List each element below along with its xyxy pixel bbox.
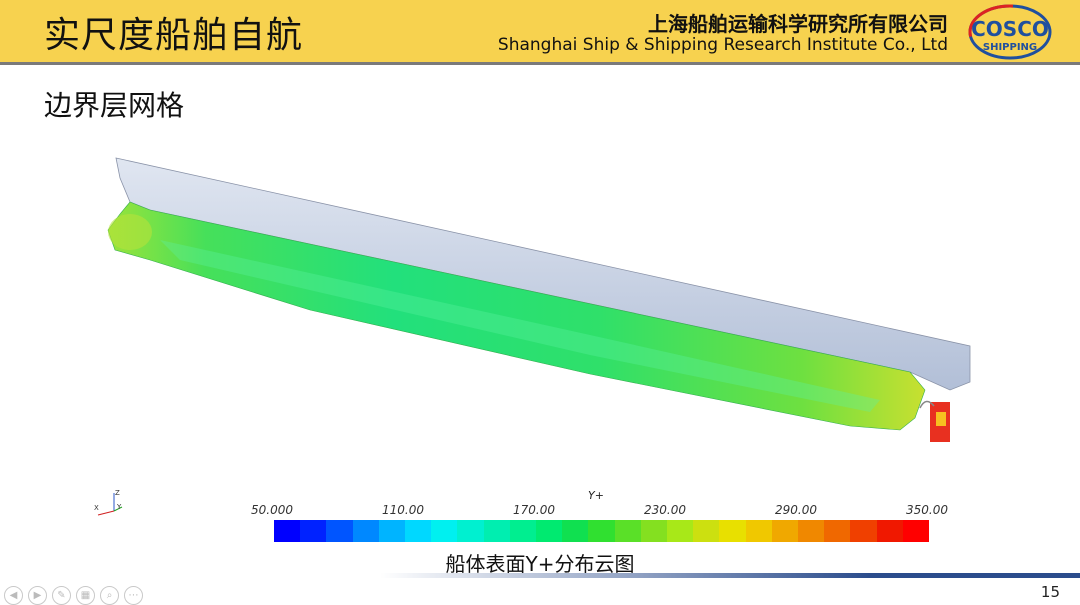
slide-title: 实尺度船舶自航 (44, 15, 304, 56)
svg-text:Z: Z (115, 489, 120, 497)
company-name-en: Shanghai Ship & Shipping Research Instit… (497, 35, 948, 55)
pen-tool-icon[interactable]: ✎ (52, 586, 71, 605)
colorbar-tick: 350.00 (906, 503, 948, 517)
colorbar-tick: 170.00 (513, 503, 555, 517)
svg-text:X: X (94, 504, 99, 512)
zoom-icon[interactable]: ⌕ (100, 586, 119, 605)
colorbar-variable-label: Y+ (588, 489, 604, 502)
colorbar-segment (300, 520, 327, 542)
section-title: 边界层网格 (44, 89, 185, 122)
cosco-shipping-logo: COSCO SHIPPING (968, 4, 1052, 60)
rudder-cutout (919, 400, 935, 409)
figure-caption: 船体表面Y+分布云图 (445, 552, 635, 576)
colorbar-segment (352, 520, 379, 542)
colorbar-tick: 50.000 (251, 503, 293, 517)
company-name-cn: 上海船舶运输科学研究所有限公司 (648, 12, 948, 36)
hull-contour-band (160, 240, 880, 412)
colorbar-segment (798, 520, 825, 542)
svg-text:COSCO: COSCO (971, 17, 1049, 41)
colorbar-segment (483, 520, 510, 542)
colorbar-segment (378, 520, 406, 542)
previous-slide-icon[interactable]: ◀ (4, 586, 23, 605)
header-bar (0, 0, 1080, 62)
colorbar-segment (640, 520, 668, 542)
colorbar-segment (771, 520, 799, 542)
colorbar-segment (562, 520, 589, 542)
more-options-icon[interactable]: ⋯ (124, 586, 143, 605)
colorbar-tick: 230.00 (644, 503, 686, 517)
colorbar-tick: 110.00 (382, 503, 424, 517)
colorbar-segment (326, 520, 353, 542)
footer-accent-bar (380, 573, 1080, 578)
colorbar-segment (693, 520, 720, 542)
colorbar-segment (876, 520, 903, 542)
svg-text:Y: Y (116, 503, 122, 511)
ship-hull-render (107, 157, 971, 442)
header-divider (0, 62, 1080, 65)
yplus-colorbar (274, 520, 930, 542)
next-slide-icon[interactable]: ▶ (28, 586, 47, 605)
coordinate-axis-triad: Z X Y (94, 489, 123, 516)
colorbar-segment (667, 520, 694, 542)
colorbar-segment (431, 520, 458, 542)
colorbar-segment (509, 520, 537, 542)
bow-bulb-contour (108, 214, 152, 250)
colorbar-segment (745, 520, 772, 542)
colorbar-tick: 290.00 (775, 503, 817, 517)
slides-menu-icon[interactable]: ▦ (76, 586, 95, 605)
colorbar-segment (824, 520, 851, 542)
colorbar-segment (614, 520, 641, 542)
svg-text:SHIPPING: SHIPPING (983, 42, 1037, 53)
colorbar-segment (536, 520, 563, 542)
colorbar-segment (457, 520, 484, 542)
page-number: 15 (1040, 583, 1060, 601)
colorbar-segment (850, 520, 877, 542)
colorbar-segment (588, 520, 615, 542)
colorbar-segment (274, 520, 301, 542)
colorbar-segment (902, 520, 930, 542)
colorbar-segment (405, 520, 432, 542)
slide-nav-controls: ◀ ▶ ✎ ▦ ⌕ ⋯ (4, 586, 143, 605)
colorbar-segment (719, 520, 746, 542)
